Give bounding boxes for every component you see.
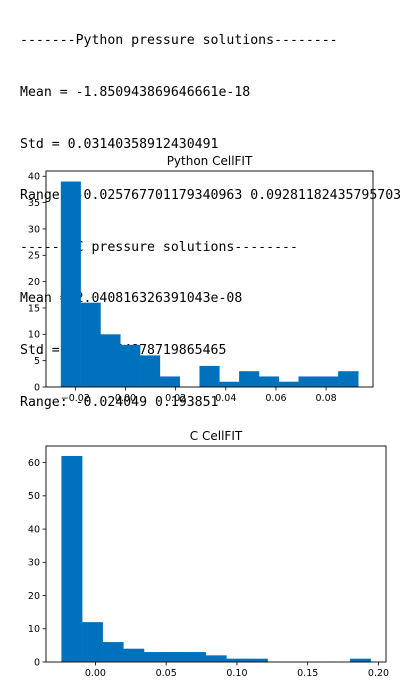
chart-1-y-tick-label-3: 30: [28, 558, 40, 569]
chart-1-bar-14: [350, 658, 371, 662]
chart-1-y-tick-label-6: 60: [28, 458, 40, 469]
chart-0-y-tick-label-7: 35: [28, 198, 40, 209]
chart-1-title: C CellFIT: [190, 429, 243, 443]
chart-1-bar-9: [246, 658, 268, 662]
chart-1-bar-6: [185, 652, 206, 662]
chart-1-axes-frame: [45, 445, 387, 663]
chart-0-x-tick-label-5: 0.08: [316, 393, 337, 404]
chart-1-x-tick-label-1: 0.05: [156, 668, 177, 679]
chart-0-bar-10: [258, 376, 280, 387]
chart-1-x-tick-label-4: 0.20: [368, 668, 389, 679]
chart-0-y-tick-label-6: 30: [28, 224, 40, 235]
chart-0-x-tick-label-4: 0.06: [265, 393, 286, 404]
chart-0-y-tick-label-4: 20: [28, 277, 40, 288]
chart-1-x-tick-label-0: 0.00: [85, 668, 106, 679]
console-line-python-range: Range: -0.025767701179340963 0.092811824…: [20, 188, 402, 204]
chart-0-bar-0: [60, 181, 81, 387]
chart-1-bar-8: [226, 658, 248, 662]
chart-1-y-tick-label-2: 20: [28, 591, 40, 602]
chart-1-x-tick-label-2: 0.10: [226, 668, 247, 679]
python-cellfit-histogram: Python CellFIT −0.02 0.00 0.02 0.04 0.06 0.08 0…: [0, 150, 418, 408]
chart-1-y-tick-label-0: 0: [34, 657, 40, 668]
chart-1-bar-4: [143, 652, 165, 662]
chart-1-y-tick-label-4: 40: [28, 524, 40, 535]
chart-1-x-tick-label-3: 0.15: [297, 668, 318, 679]
chart-0-x-tick-label-3: 0.04: [215, 393, 236, 404]
python-cellfit-plot: Python CellFIT −0.02 0.00 0.02 0.04 0.06 0.08 0…: [28, 154, 374, 404]
console-line-python-mean: Mean = -1.850943869646661e-18: [20, 85, 251, 101]
chart-0-bar-4: [140, 355, 161, 387]
chart-0-x-tick-label-1: 0.00: [115, 393, 136, 404]
chart-0-bar-12: [298, 376, 319, 387]
chart-0-y-tick-label-0: 0: [34, 382, 40, 393]
chart-1-y-tick-label-1: 10: [28, 624, 40, 635]
chart-0-x-tick-label-0: −0.02: [61, 393, 90, 404]
chart-0-bar-14: [338, 371, 359, 387]
chart-0-bar-11: [278, 381, 299, 387]
chart-0-y-tick-label-8: 40: [28, 172, 40, 183]
chart-1-bar-5: [164, 652, 186, 662]
chart-0-bar-8: [219, 381, 240, 387]
chart-1-y-tick-label-5: 50: [28, 491, 40, 502]
chart-0-axes-frame: [45, 170, 374, 388]
chart-0-y-tick-label-5: 25: [28, 251, 40, 262]
chart-1-bar-1: [82, 622, 103, 662]
chart-1-bar-7: [205, 655, 227, 662]
chart-1-bar-0: [61, 455, 83, 662]
chart-0-bar-5: [159, 376, 180, 387]
chart-1-bar-2: [102, 642, 124, 662]
chart-1-bar-3: [123, 648, 145, 662]
c-cellfit-plot: C CellFIT 0.00 0.05 0.10 0.15 0.20 0 10 20 30 40 50…: [28, 429, 389, 679]
chart-0-y-tick-label-1: 5: [34, 356, 40, 367]
chart-0-x-tick-label-2: 0.02: [165, 393, 186, 404]
console-output: -------Python pressure solutions--------…: [20, 0, 418, 428]
chart-0-bar-13: [318, 376, 339, 387]
c-cellfit-histogram: C CellFIT 0.00 0.05 0.10 0.15 0.20 0 10 20 30 40 50…: [0, 425, 418, 684]
console-line-c-range: Range: -0.024049 0.193851: [20, 394, 219, 410]
chart-0-bar-2: [100, 334, 121, 387]
console-line-python-std: Std = 0.03140358912430491: [20, 136, 219, 152]
console-line-python-header: -------Python pressure solutions--------: [20, 33, 338, 49]
chart-0-bar-9: [239, 371, 260, 387]
chart-0-title: Python CellFIT: [167, 154, 253, 168]
chart-0-bar-7: [199, 365, 220, 387]
chart-0-bar-1: [80, 302, 101, 387]
chart-0-y-tick-label-3: 15: [28, 303, 40, 314]
chart-0-bar-3: [120, 344, 141, 387]
chart-0-y-tick-label-2: 10: [28, 330, 40, 341]
